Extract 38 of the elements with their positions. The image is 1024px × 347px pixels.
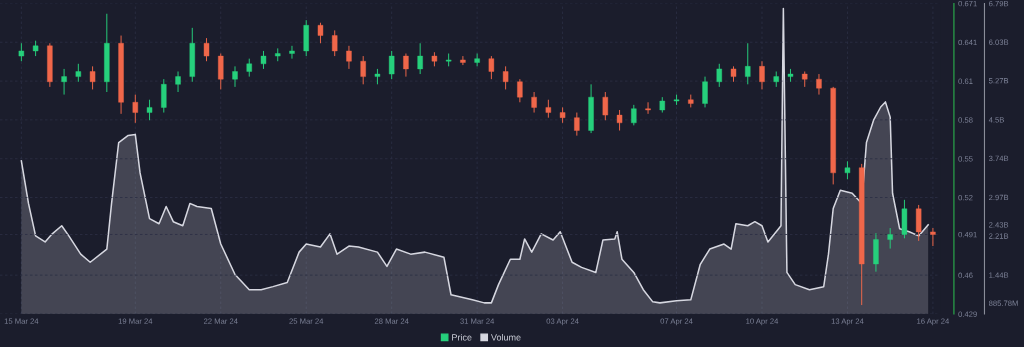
candlestick [602,91,609,121]
candlestick [132,94,139,124]
candlestick [488,55,495,80]
candlestick [631,104,637,126]
candlestick [474,53,480,67]
candlestick [388,50,395,80]
candlestick [531,91,537,114]
candlestick [289,45,295,60]
candlestick [759,60,765,90]
candlestick [460,55,466,66]
candlestick [574,112,580,137]
candlestick [816,73,822,96]
candlestick [360,55,366,85]
candlestick [417,42,423,75]
legend-label: Price [452,333,472,341]
candlestick [203,37,210,62]
candlestick [517,78,523,103]
candlestick [930,227,936,247]
candlestick [61,68,67,96]
candlestick [218,53,224,90]
candlestick [232,65,238,88]
candlestick [616,109,623,132]
legend-label: Volume [490,333,521,341]
candlestick [146,99,153,121]
candlestick [175,71,181,93]
candlestick [403,53,409,78]
candlestick [645,101,651,115]
candlestick [502,65,509,90]
candlestick [716,63,722,88]
candlestick [702,76,708,108]
candlestick [161,78,167,114]
candlestick [89,65,96,90]
candlestick [332,29,338,57]
candlestick [915,204,922,242]
candlestick [887,227,893,250]
candlestick [745,42,751,85]
candlestick [317,22,324,44]
candlestick [346,45,352,70]
